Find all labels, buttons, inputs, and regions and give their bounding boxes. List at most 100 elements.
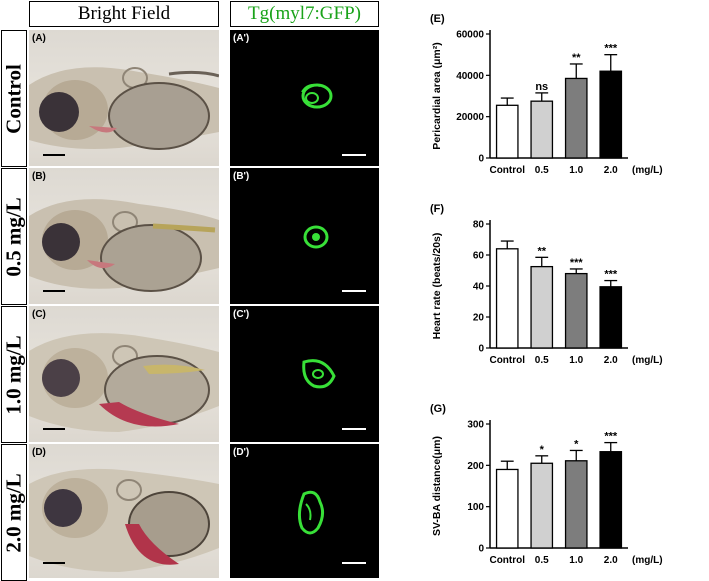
chart-pericardial-area: (E) 0 20000 40000 60000 Pericardial area (μm²…	[430, 13, 663, 176]
y-tick-label: 20000	[456, 112, 484, 123]
y-tick-label: 200	[467, 461, 484, 472]
panel-label: (B)	[32, 171, 46, 182]
fluorescence-image-1.0: (C')	[230, 306, 379, 442]
bar	[564, 272, 588, 349]
gfp-heart-image	[302, 359, 336, 389]
zebrafish-larva-image	[29, 199, 219, 292]
bar	[495, 248, 519, 349]
x-tick-label: Control	[489, 165, 525, 176]
bar	[599, 70, 623, 159]
y-tick-label: 40	[473, 282, 485, 293]
y-tick-label: 60	[473, 251, 485, 262]
row-label-1.0: 1.0 mg/L	[1, 306, 27, 443]
gfp-heart-image	[297, 490, 325, 535]
bar	[530, 100, 554, 159]
zebrafish-larva-image	[29, 333, 219, 432]
panel-label: (G)	[430, 403, 446, 415]
bright-field-header: Bright Field	[29, 1, 219, 27]
y-tick-label: 0	[478, 544, 484, 555]
y-tick-label: 40000	[456, 71, 484, 82]
bar	[495, 468, 519, 549]
chart-heart-rate: (F) 0 20 40 60 80 Heart rate (beats/20s) Contro…	[430, 203, 663, 366]
significance-label: ***	[604, 269, 618, 281]
panel-label: (D')	[233, 447, 250, 458]
fluorescence-image-2.0: (D')	[230, 444, 379, 578]
x-tick-label: 1.0	[569, 165, 583, 176]
scale-bar	[342, 290, 366, 292]
significance-label: **	[572, 52, 581, 64]
x-tick-label: 1.0	[569, 355, 583, 366]
y-tick-label: 80	[473, 220, 485, 231]
bright-field-image-2.0: (D)	[29, 444, 219, 578]
fluorescence-header: Tg(myl7:GFP)	[230, 1, 379, 27]
row-label-text: Control	[1, 63, 26, 134]
row-label-text: 2.0 mg/L	[1, 472, 26, 553]
zebrafish-larva-image	[29, 468, 219, 572]
scale-bar	[342, 428, 366, 430]
gfp-heart-image	[301, 83, 333, 109]
bar	[530, 265, 554, 349]
bar	[530, 462, 554, 549]
fluorescence-image-control: (A')	[230, 30, 379, 166]
x-tick-label: 2.0	[604, 355, 618, 366]
significance-label: ns	[535, 81, 548, 93]
bar	[599, 286, 623, 349]
x-tick-label: 2.0	[604, 165, 618, 176]
scale-bar	[43, 562, 65, 564]
x-tick-label: Control	[489, 555, 525, 566]
y-tick-label: 20	[473, 313, 485, 324]
scale-bar	[342, 562, 366, 564]
row-label-2.0: 2.0 mg/L	[1, 444, 27, 581]
bar	[564, 460, 588, 549]
x-tick-label: 2.0	[604, 555, 618, 566]
y-tick-label: 100	[467, 502, 484, 513]
panel-label: (B')	[233, 171, 250, 182]
y-axis-label: Pericardial area (μm²)	[431, 42, 443, 149]
x-tick-label: 0.5	[535, 165, 549, 176]
bar	[495, 104, 519, 159]
panel-label: (F)	[430, 203, 444, 215]
bar	[564, 77, 588, 159]
row-label-control: Control	[1, 30, 27, 167]
gfp-heart-image	[303, 225, 329, 249]
x-tick-label: 1.0	[569, 555, 583, 566]
row-label-text: 0.5 mg/L	[1, 196, 26, 277]
bright-field-image-0.5: (B)	[29, 168, 219, 304]
y-axis-label: Heart rate (beats/20s)	[431, 233, 443, 340]
significance-label: ***	[604, 43, 618, 55]
y-axis-label: SV-BA distance(μm)	[431, 436, 443, 536]
fluorescence-image-0.5: (B')	[230, 168, 379, 304]
panel-label: (C')	[233, 309, 250, 320]
panel-label: (D)	[32, 447, 46, 458]
x-tick-label: Control	[489, 355, 525, 366]
row-label-text: 1.0 mg/L	[1, 334, 26, 415]
significance-label: *	[574, 438, 579, 450]
bright-field-image-control: (A)	[29, 30, 219, 166]
significance-label: *	[540, 444, 545, 456]
y-tick-label: 300	[467, 420, 484, 431]
significance-label: ***	[570, 257, 584, 269]
x-unit-label: (mg/L)	[632, 355, 663, 366]
x-unit-label: (mg/L)	[632, 555, 663, 566]
panel-label: (A)	[32, 33, 46, 44]
bright-field-image-1.0: (C)	[29, 306, 219, 442]
x-tick-label: 0.5	[535, 355, 549, 366]
scale-bar	[43, 428, 65, 430]
bar	[599, 451, 623, 549]
x-tick-label: 0.5	[535, 555, 549, 566]
scale-bar	[342, 154, 366, 156]
y-tick-label: 60000	[456, 30, 484, 41]
row-label-0.5: 0.5 mg/L	[1, 168, 27, 305]
significance-label: **	[537, 245, 546, 257]
scale-bar	[43, 290, 65, 292]
x-unit-label: (mg/L)	[632, 165, 663, 176]
y-tick-label: 0	[478, 154, 484, 165]
y-tick-label: 0	[478, 344, 484, 355]
chart-sv-ba-distance: (G) 0 100 200 300 SV-BA distance(μm) Control * 0…	[430, 403, 663, 566]
scale-bar	[43, 154, 65, 156]
panel-label: (E)	[430, 13, 445, 25]
significance-label: ***	[604, 431, 618, 443]
zebrafish-larva-image	[29, 67, 219, 150]
panel-label: (A')	[233, 33, 250, 44]
panel-label: (C)	[32, 309, 46, 320]
